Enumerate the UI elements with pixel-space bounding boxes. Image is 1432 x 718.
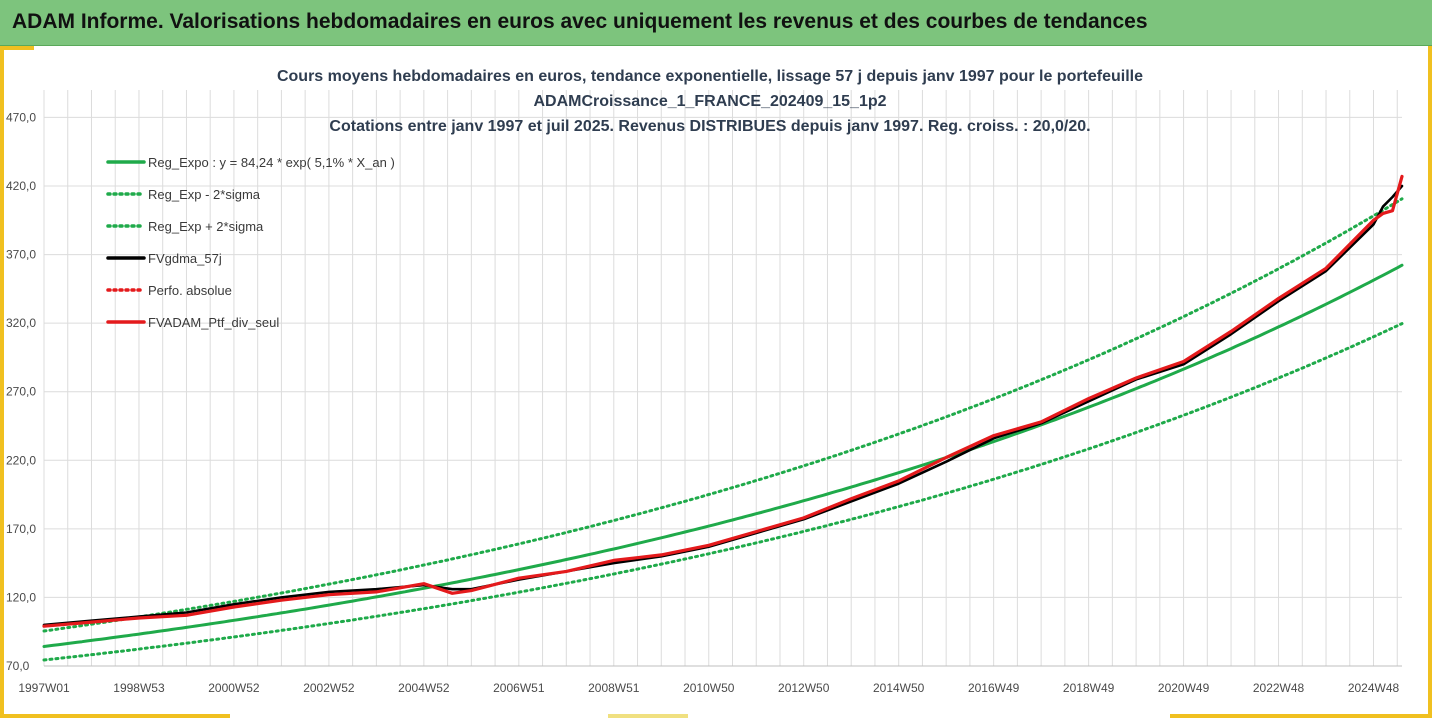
frame-border: [0, 46, 1432, 718]
frame-accent-bottom-right: [1170, 714, 1432, 718]
page-title: ADAM Informe. Valorisations hebdomadaire…: [12, 10, 1148, 33]
x-tick-label: 2008W51: [588, 681, 640, 695]
x-tick-label: 2018W49: [1063, 681, 1115, 695]
legend-label-3: FVgdma_57j: [148, 251, 222, 266]
x-tick-label: 2002W52: [303, 681, 355, 695]
x-tick-label: 2024W48: [1348, 681, 1400, 695]
x-tick-label: 2014W50: [873, 681, 925, 695]
y-tick-label: 420,0: [6, 179, 36, 193]
header-bar: ADAM Informe. Valorisations hebdomadaire…: [0, 0, 1432, 46]
y-tick-label: 320,0: [6, 316, 36, 330]
y-tick-label: 370,0: [6, 248, 36, 262]
legend-label-0: Reg_Expo : y = 84,24 * exp( 5,1% * X_an …: [148, 155, 395, 170]
x-tick-label: 1997W01: [18, 681, 70, 695]
series-line-3: [42, 184, 1404, 627]
legend-label-4: Perfo. absolue: [148, 283, 232, 298]
y-tick-label: 270,0: [6, 385, 36, 399]
chart-title: Cours moyens hebdomadaires en euros, ten…: [250, 64, 1170, 139]
x-tick-label: 2004W52: [398, 681, 450, 695]
y-tick-label: 170,0: [6, 522, 36, 536]
frame-accent-top-left: [0, 46, 34, 50]
chart-title-line-1: Cours moyens hebdomadaires en euros, ten…: [276, 68, 1144, 85]
y-tick-label: 470,0: [6, 110, 36, 124]
chart-title-line-2: ADAMCroissance_1_FRANCE_202409_15_1p2: [533, 93, 887, 110]
series-line-1: [42, 322, 1404, 662]
x-tick-label: 2010W50: [683, 681, 735, 695]
series-line-5: [42, 174, 1404, 628]
series-line-0: [42, 263, 1404, 648]
y-tick-label: 120,0: [6, 590, 36, 604]
x-tick-label: 2022W48: [1253, 681, 1305, 695]
legend-label-1: Reg_Exp - 2*sigma: [148, 187, 261, 202]
x-tick-label: 1998W53: [113, 681, 165, 695]
x-tick-label: 2012W50: [778, 681, 830, 695]
legend-label-2: Reg_Exp + 2*sigma: [148, 219, 264, 234]
x-tick-label: 2006W51: [493, 681, 545, 695]
legend-label-5: FVADAM_Ptf_div_seul: [148, 315, 279, 330]
x-tick-label: 2016W49: [968, 681, 1020, 695]
y-tick-label: 220,0: [6, 453, 36, 467]
frame-accent-bottom-middle: [608, 714, 688, 718]
x-tick-label: 2020W49: [1158, 681, 1210, 695]
y-tick-label: 70,0: [6, 659, 30, 673]
chart-title-line-3: Cotations entre janv 1997 et juil 2025. …: [329, 118, 1091, 135]
frame-accent-bottom-left: [0, 714, 230, 718]
series-line-2: [42, 197, 1404, 633]
x-tick-label: 2000W52: [208, 681, 260, 695]
